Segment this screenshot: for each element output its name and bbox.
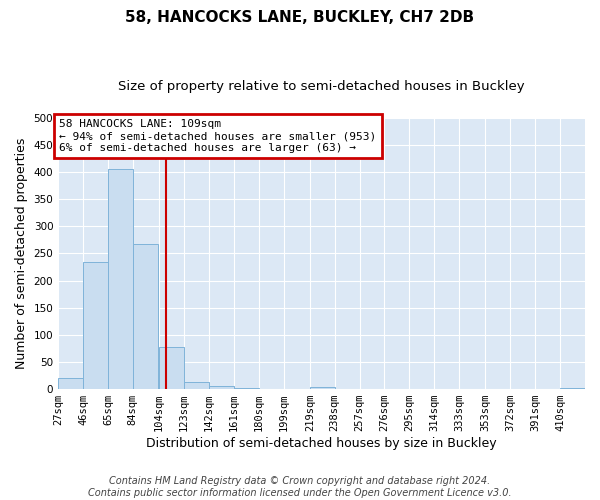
Title: Size of property relative to semi-detached houses in Buckley: Size of property relative to semi-detach… (118, 80, 525, 93)
Bar (209, 386, 234, 389)
Bar (58, 378, 83, 389)
Text: 58 HANCOCKS LANE: 109sqm
← 94% of semi-detached houses are smaller (953)
6% of s: 58 HANCOCKS LANE: 109sqm ← 94% of semi-d… (59, 120, 377, 152)
Bar (83, 262, 108, 389)
Y-axis label: Number of semi-detached properties: Number of semi-detached properties (15, 138, 28, 369)
Bar (310, 388, 335, 389)
Text: Contains HM Land Registry data © Crown copyright and database right 2024.
Contai: Contains HM Land Registry data © Crown c… (88, 476, 512, 498)
Bar (108, 170, 133, 389)
Bar (560, 388, 585, 389)
Text: 58, HANCOCKS LANE, BUCKLEY, CH7 2DB: 58, HANCOCKS LANE, BUCKLEY, CH7 2DB (125, 10, 475, 25)
Bar (159, 347, 184, 389)
X-axis label: Distribution of semi-detached houses by size in Buckley: Distribution of semi-detached houses by … (146, 437, 497, 450)
Bar (234, 388, 259, 389)
Bar (133, 244, 158, 389)
Bar (184, 382, 209, 389)
